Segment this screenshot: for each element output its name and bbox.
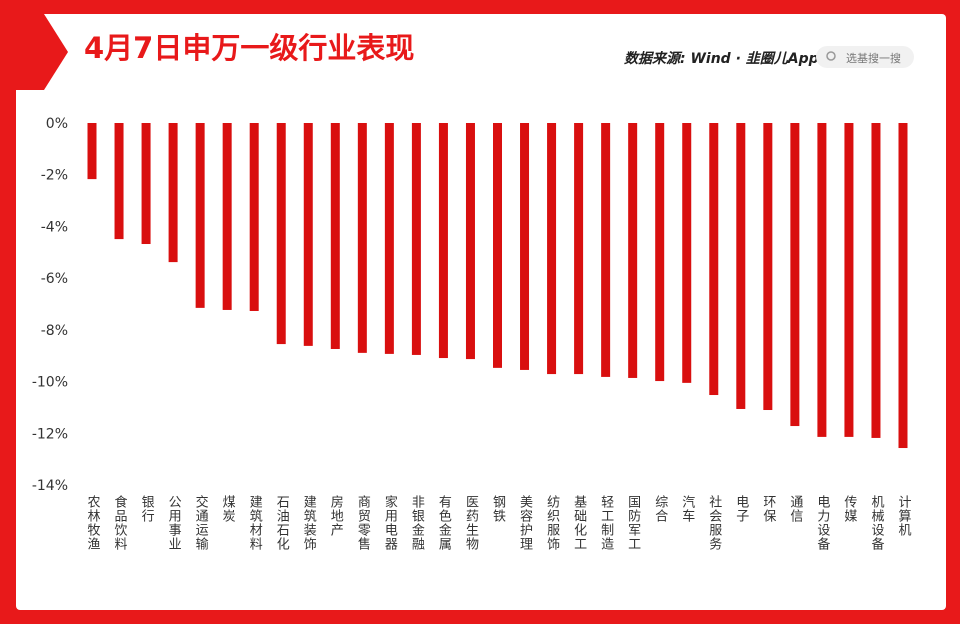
x-tick-label: 美容护理	[517, 495, 533, 551]
x-tick-label: 有色金属	[436, 495, 452, 551]
y-tick-label: 0%	[46, 116, 68, 132]
x-tick-label: 房地产	[328, 494, 344, 537]
x-tick-label: 银行	[139, 495, 155, 523]
x-tick-label: 公用事业	[166, 495, 182, 551]
x-tick-label: 基础化工	[571, 495, 587, 551]
x-tick-label: 轻工制造	[598, 495, 614, 551]
y-tick-label: -12%	[32, 426, 68, 442]
x-tick-label: 建筑材料	[247, 495, 263, 551]
x-tick-label: 纺织服饰	[544, 495, 560, 551]
bar	[790, 123, 800, 427]
x-tick-label: 钢铁	[490, 495, 506, 523]
bar	[817, 123, 827, 437]
x-tick-label: 煤炭	[220, 495, 236, 523]
x-tick-label: 汽车	[679, 495, 695, 523]
bar	[330, 123, 340, 349]
source: 数据来源: Wind · 韭圈儿App	[624, 50, 819, 67]
x-tick-label: 医药生物	[463, 495, 479, 551]
x-tick-label: 环保	[760, 495, 776, 523]
bar	[628, 123, 638, 378]
y-tick-label: -8%	[41, 323, 68, 339]
bar	[303, 123, 313, 346]
bar	[763, 123, 773, 411]
bar	[871, 123, 881, 438]
y-tick-label: -2%	[41, 168, 68, 184]
bar	[195, 123, 205, 308]
y-tick-label: -4%	[41, 219, 68, 235]
bar	[844, 123, 854, 437]
card	[16, 14, 946, 610]
bar	[141, 123, 151, 245]
bar	[736, 123, 746, 409]
bar	[682, 123, 692, 383]
bar	[574, 123, 584, 375]
x-tick-label: 综合	[652, 495, 668, 523]
bar	[898, 123, 908, 449]
x-tick-label: 家用电器	[382, 494, 398, 551]
x-tick-label: 食品饮料	[112, 494, 128, 551]
search-box[interactable]	[816, 46, 914, 68]
x-tick-label: 国防军工	[625, 495, 641, 551]
x-tick-label: 机械设备	[868, 495, 884, 551]
x-tick-label: 通信	[787, 495, 803, 523]
x-tick-label: 传媒	[841, 495, 857, 523]
bar	[601, 123, 611, 377]
x-tick-label: 石油石化	[274, 495, 290, 551]
x-tick-label: 计算机	[896, 495, 912, 537]
y-tick-label: -10%	[32, 375, 68, 391]
search-icon	[826, 51, 836, 61]
search-placeholder: 选基搜一搜	[846, 51, 901, 65]
x-tick-label: 商贸零售	[355, 495, 371, 551]
bar	[87, 123, 97, 180]
bar	[520, 123, 530, 370]
x-tick-label: 社会服务	[706, 494, 722, 551]
x-tick-label: 农林牧渔	[85, 495, 101, 551]
bar	[249, 123, 259, 311]
bar	[709, 123, 719, 396]
bar	[411, 123, 421, 355]
bar	[493, 123, 502, 368]
bar	[114, 123, 124, 240]
bar	[547, 123, 557, 375]
bar	[465, 123, 475, 360]
y-tick-label: -6%	[41, 271, 68, 287]
bar	[222, 123, 232, 310]
bar	[655, 123, 665, 382]
x-tick-label: 电子	[733, 495, 749, 523]
chart-title: 4月7日申万一级行业表现	[84, 31, 414, 65]
bar	[384, 123, 394, 354]
x-tick-label: 建筑装饰	[301, 495, 317, 551]
bar	[276, 123, 286, 345]
bar	[168, 123, 178, 263]
y-tick-label: -14%	[32, 478, 68, 494]
corner-mark	[16, 14, 68, 90]
x-tick-label: 非银金融	[409, 495, 425, 551]
x-tick-label: 交通运输	[193, 494, 209, 551]
x-tick-label: 电力设备	[814, 495, 830, 551]
bar	[357, 123, 367, 353]
bar	[438, 123, 448, 359]
